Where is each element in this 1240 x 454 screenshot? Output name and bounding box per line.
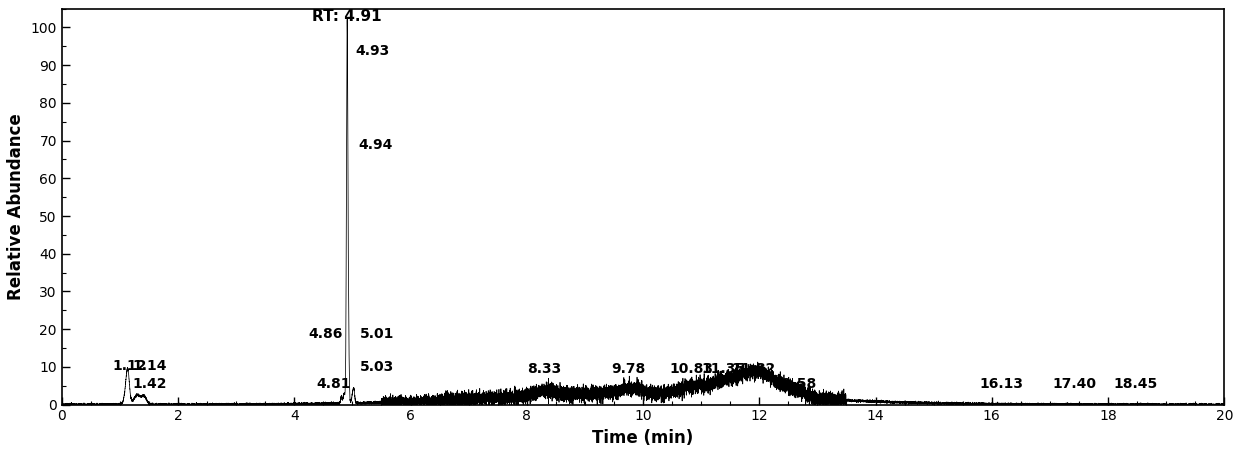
Text: 12.58: 12.58 <box>773 377 816 391</box>
Text: 18.45: 18.45 <box>1114 377 1158 391</box>
Text: 4.94: 4.94 <box>358 138 393 152</box>
Text: 5.01: 5.01 <box>360 326 394 340</box>
Text: 5.03: 5.03 <box>360 360 394 375</box>
Text: 1.12: 1.12 <box>113 359 148 373</box>
Y-axis label: Relative Abundance: Relative Abundance <box>7 113 25 300</box>
Text: 11.82: 11.82 <box>732 362 776 376</box>
Text: 1.42: 1.42 <box>133 377 167 391</box>
Text: 9.78: 9.78 <box>611 362 645 376</box>
X-axis label: Time (min): Time (min) <box>593 429 693 447</box>
Text: 17.40: 17.40 <box>1053 377 1097 391</box>
Text: 4.86: 4.86 <box>309 326 343 340</box>
Text: 16.13: 16.13 <box>980 377 1023 391</box>
Text: 4.81: 4.81 <box>316 377 351 391</box>
Text: 1.14: 1.14 <box>133 359 167 373</box>
Text: 4.93: 4.93 <box>356 44 391 58</box>
Text: 8.33: 8.33 <box>527 362 560 376</box>
Text: 11.35: 11.35 <box>701 362 745 376</box>
Text: 10.83: 10.83 <box>670 362 713 376</box>
Text: RT: 4.91: RT: 4.91 <box>312 9 382 24</box>
